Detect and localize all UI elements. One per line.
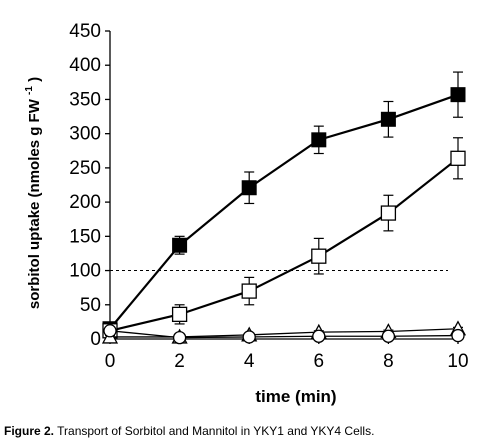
- data-point: [241, 180, 257, 196]
- series-line: [109, 93, 459, 330]
- figure-caption: Figure 2. Transport of Sorbitol and Mann…: [4, 424, 374, 438]
- uptake-chart: 0 50 100 150 200 250 300 350 400 450 0 2 4 6 8 10 time (…: [24, 21, 469, 406]
- y-tick-label: 450: [69, 21, 101, 42]
- data-point: [312, 329, 326, 343]
- series-square-filled: [102, 71, 466, 337]
- series-line: [109, 330, 459, 339]
- y-tick-label: 350: [69, 89, 101, 110]
- data-point: [451, 328, 465, 343]
- data-point: [450, 87, 466, 103]
- data-point: [103, 324, 117, 338]
- data-point: [450, 150, 466, 166]
- y-axis-title: sorbitol uptake (nmoles g FW -1 ): [24, 77, 43, 309]
- y-tick-label: 100: [69, 261, 101, 282]
- caption-text: Transport of Sorbitol and Mannitol in YK…: [57, 424, 375, 438]
- data-point: [311, 248, 327, 264]
- x-tick-label: 2: [174, 351, 185, 372]
- data-point: [311, 132, 327, 148]
- data-point: [380, 205, 397, 221]
- x-tick-label: 6: [314, 351, 325, 372]
- caption-lead: Figure 2.: [4, 424, 55, 438]
- series-square-open: [102, 137, 466, 339]
- x-tick-label: 4: [244, 351, 255, 372]
- y-tick-label: 0: [90, 329, 101, 350]
- data-point: [241, 283, 257, 299]
- data-point: [242, 330, 256, 344]
- y-tick-label: 400: [69, 55, 101, 76]
- y-tick-label: 300: [69, 124, 101, 145]
- x-tick-label: 0: [105, 351, 116, 372]
- x-tick-label: 8: [383, 351, 394, 372]
- series-circle-open: [103, 324, 465, 345]
- x-tick-label: 10: [447, 351, 468, 372]
- data-point: [380, 111, 396, 127]
- y-tick-label: 150: [69, 226, 101, 247]
- series-triangle-open: [101, 320, 467, 344]
- data-point: [171, 306, 188, 323]
- x-axis-title: time (min): [255, 387, 336, 406]
- y-tick-label: 50: [80, 295, 101, 316]
- data-point: [381, 329, 396, 343]
- data-point: [172, 237, 188, 253]
- y-tick-label: 200: [69, 192, 101, 213]
- series-line: [109, 157, 459, 332]
- data-point: [172, 330, 187, 345]
- y-tick-label: 250: [69, 158, 101, 179]
